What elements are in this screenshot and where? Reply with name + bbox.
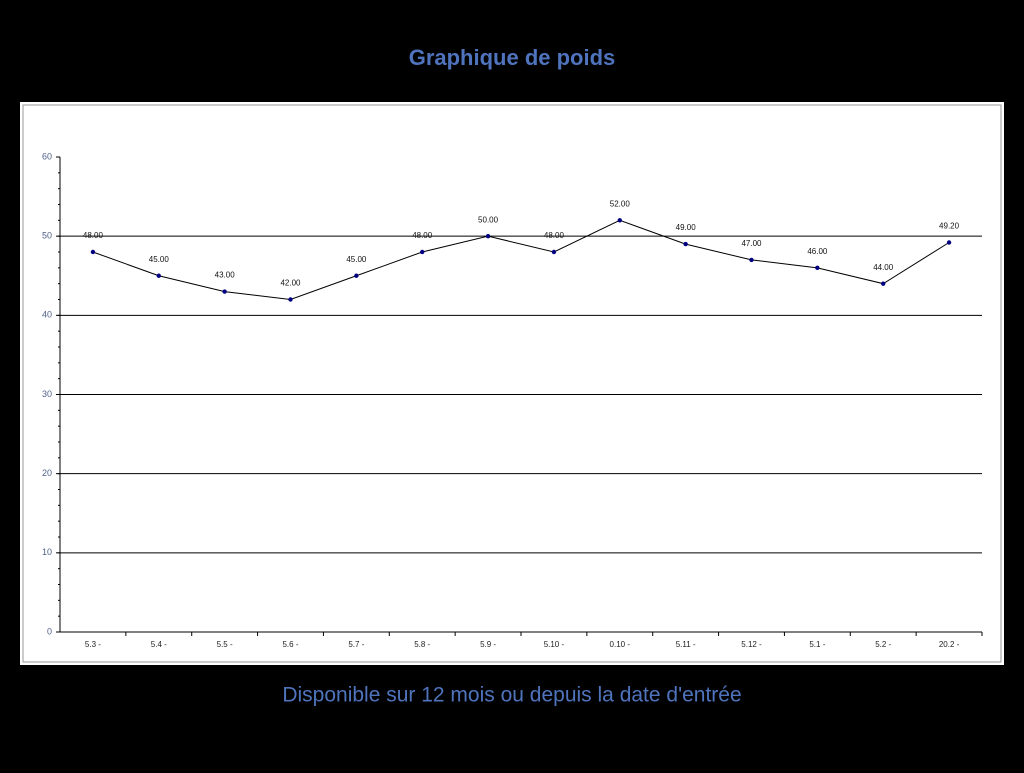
data-label: 48.00 — [83, 231, 104, 240]
x-tick-label: 5.7 - — [348, 640, 364, 649]
x-tick-label: 5.2 - — [875, 640, 891, 649]
y-tick-label: 40 — [42, 310, 52, 320]
chart-border — [22, 104, 1002, 663]
x-tick-label: 5.10 - — [544, 640, 565, 649]
y-tick-label: 30 — [42, 389, 52, 399]
data-label: 48.00 — [412, 231, 433, 240]
data-point — [354, 273, 359, 278]
data-label: 42.00 — [280, 279, 301, 288]
data-label: 44.00 — [873, 263, 894, 272]
data-point — [815, 265, 820, 271]
x-tick-label: 5.5 - — [217, 640, 233, 649]
data-label: 49.20 — [939, 222, 960, 231]
data-label: 45.00 — [346, 255, 367, 264]
x-tick-label: 5.12 - — [741, 640, 762, 649]
y-tick-label: 20 — [42, 468, 52, 478]
chart-frame — [20, 102, 1004, 665]
chart-title: Graphique de poids — [409, 45, 616, 70]
y-tick-label: 0 — [47, 626, 52, 636]
x-tick-label: 5.8 - — [414, 640, 430, 649]
x-tick-label: 5.1 - — [809, 640, 825, 649]
data-point — [749, 257, 754, 263]
y-tick-label: 60 — [42, 151, 52, 161]
data-point — [946, 240, 952, 245]
data-point — [288, 297, 293, 302]
chart-subtitle: Disponible sur 12 mois ou depuis la date… — [282, 684, 741, 707]
x-tick-label: 5.3 - — [85, 640, 101, 649]
data-point — [90, 249, 96, 255]
x-tick-label: 0.10 - — [610, 640, 631, 649]
x-tick-label: 5.11 - — [676, 640, 696, 649]
data-label: 47.00 — [741, 239, 762, 248]
data-label: 49.00 — [676, 223, 697, 232]
y-tick-label: 50 — [42, 231, 52, 241]
data-point — [551, 249, 557, 255]
data-label: 43.00 — [215, 271, 236, 280]
line-series — [92, 219, 950, 301]
x-tick-label: 20.2 - — [939, 640, 960, 649]
data-point — [420, 249, 425, 255]
data-label: 46.00 — [807, 247, 828, 256]
x-tick-label: 5.4 - — [151, 640, 167, 649]
data-point — [156, 273, 161, 278]
y-tick-label: 10 — [42, 547, 52, 557]
data-point — [617, 218, 622, 223]
data-point — [485, 233, 491, 239]
data-label: 50.00 — [478, 215, 499, 224]
x-tick-label: 5.6 - — [282, 640, 298, 649]
x-tick-label: 5.9 - — [480, 640, 496, 649]
data-point — [881, 281, 886, 286]
data-point — [222, 289, 227, 294]
data-label: 48.00 — [544, 231, 565, 240]
data-label: 45.00 — [149, 255, 170, 264]
data-point — [683, 241, 688, 247]
data-label: 52.00 — [610, 199, 631, 208]
